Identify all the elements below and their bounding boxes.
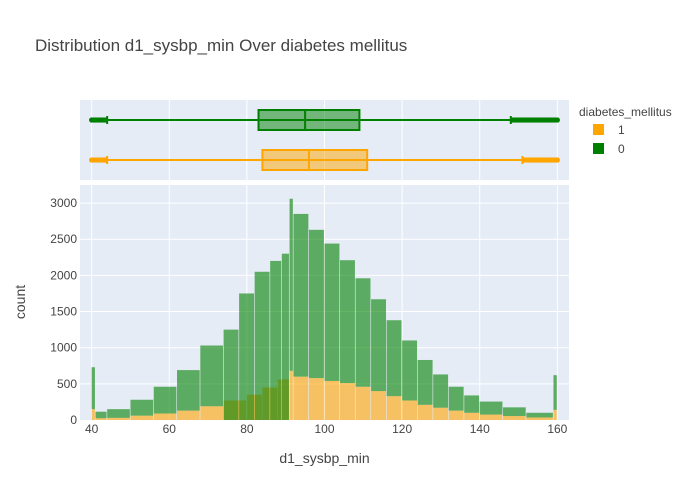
histogram-bars[interactable] [91, 198, 557, 420]
legend-label: 0 [618, 142, 625, 156]
y-axis-ticks: 0 500 1000 1500 2000 2500 3000 [50, 196, 77, 427]
histogram-bar-series-1[interactable] [464, 412, 480, 420]
histogram-bar-series-0[interactable] [308, 229, 324, 379]
histogram-bar-series-0[interactable] [107, 409, 130, 418]
histogram-bar-series-1[interactable] [402, 400, 418, 420]
histogram-bar-series-0[interactable] [464, 395, 480, 413]
histogram-bar-series-0[interactable] [371, 299, 386, 392]
histogram-bar-series-1[interactable] [340, 383, 355, 420]
histogram-bar-series-0[interactable] [177, 370, 200, 411]
histogram-bar-series-1[interactable] [417, 404, 433, 420]
histogram-bar-series-0[interactable] [289, 198, 293, 371]
box-outlier-point [102, 157, 108, 163]
x-tick-label: 80 [240, 422, 254, 436]
histogram-bar-series-1[interactable] [479, 414, 503, 420]
histogram-bar-series-0[interactable] [130, 399, 154, 416]
histogram-bar-series-0[interactable] [340, 260, 355, 384]
histogram-bar-series-0[interactable] [91, 367, 95, 410]
histogram-bar-series-0[interactable] [254, 271, 270, 420]
y-tick-label: 2000 [50, 268, 77, 282]
box-trace-1[interactable] [89, 149, 560, 171]
histogram-bar-series-1[interactable] [130, 415, 154, 420]
y-tick-label: 1500 [50, 305, 77, 319]
box-outlier-point [102, 117, 108, 123]
x-tick-label: 140 [470, 422, 490, 436]
histogram-bar-series-1[interactable] [91, 409, 95, 420]
histogram-bar-series-0[interactable] [433, 374, 449, 408]
histogram-bar-series-1[interactable] [95, 418, 107, 420]
histogram-bar-series-1[interactable] [324, 380, 340, 420]
legend-label: 1 [618, 123, 625, 137]
y-tick-label: 1000 [50, 341, 77, 355]
histogram-bar-series-1[interactable] [200, 406, 223, 420]
histogram-bar-series-0[interactable] [223, 329, 239, 420]
box-trace-0[interactable] [89, 109, 560, 131]
x-axis-title: d1_sysbp_min [279, 450, 369, 466]
histogram-bar-series-1[interactable] [289, 370, 293, 420]
histogram-bar-series-0[interactable] [281, 253, 289, 420]
legend-swatch [593, 143, 604, 154]
histogram-bar-series-1[interactable] [526, 417, 553, 420]
histogram-bar-series-0[interactable] [153, 386, 177, 414]
box-traces[interactable] [89, 109, 560, 171]
y-tick-label: 500 [57, 377, 77, 391]
histogram-bar-series-1[interactable] [177, 410, 200, 420]
box-iqr [261, 149, 369, 171]
histogram-bar-series-0[interactable] [553, 375, 557, 410]
histogram-bar-series-0[interactable] [200, 345, 223, 407]
histogram-bar-series-0[interactable] [402, 340, 418, 401]
legend-items[interactable]: 10 [593, 123, 625, 156]
x-tick-label: 100 [314, 422, 334, 436]
box-outlier-point [554, 157, 560, 163]
x-tick-label: 160 [547, 422, 567, 436]
histogram-bar-series-1[interactable] [503, 416, 526, 420]
x-tick-label: 120 [392, 422, 412, 436]
y-tick-label: 2500 [50, 232, 77, 246]
box-panel [80, 100, 569, 180]
histogram-bar-series-1[interactable] [433, 407, 449, 420]
histogram-bar-series-1[interactable] [371, 391, 386, 420]
histogram-bar-series-1[interactable] [553, 409, 557, 420]
histogram-bar-series-0[interactable] [479, 401, 503, 415]
histogram-bar-series-0[interactable] [270, 260, 282, 420]
histogram-bar-series-0[interactable] [386, 320, 402, 397]
box-iqr [257, 109, 361, 131]
histogram-bar-series-1[interactable] [386, 396, 402, 420]
histogram-bar-series-0[interactable] [448, 386, 464, 411]
histogram-bar-series-1[interactable] [153, 413, 177, 420]
histogram-bar-series-0[interactable] [293, 213, 309, 377]
legend[interactable]: diabetes_mellitus 10 [579, 105, 672, 156]
legend-item-1[interactable]: 1 [593, 123, 625, 137]
legend-swatch [593, 124, 604, 135]
legend-title: diabetes_mellitus [579, 105, 672, 119]
histogram-bar-series-1[interactable] [448, 410, 464, 420]
histogram-bar-series-1[interactable] [293, 376, 309, 420]
x-tick-label: 40 [85, 422, 99, 436]
histogram-bar-series-0[interactable] [417, 359, 433, 405]
histogram-bar-series-0[interactable] [355, 278, 371, 387]
chart-title: Distribution d1_sysbp_min Over diabetes … [35, 36, 407, 55]
histogram-bar-series-0[interactable] [503, 407, 526, 417]
histogram-bar-series-1[interactable] [107, 417, 130, 420]
legend-item-0[interactable]: 0 [593, 142, 625, 156]
x-axis-ticks: 40 60 80 100 120 140 160 [85, 422, 568, 436]
histogram-bar-series-0[interactable] [239, 293, 255, 420]
y-axis-title: count [12, 285, 28, 319]
histogram-bar-series-0[interactable] [95, 411, 107, 419]
histogram-bar-series-0[interactable] [324, 243, 340, 381]
y-tick-label: 0 [70, 413, 77, 427]
histogram-bar-series-1[interactable] [308, 378, 324, 420]
x-tick-label: 60 [163, 422, 177, 436]
histogram-bar-series-1[interactable] [355, 386, 371, 420]
histogram-bar-series-0[interactable] [526, 412, 553, 418]
box-outlier-point [554, 117, 560, 123]
y-tick-label: 3000 [50, 196, 77, 210]
histogram-panel: 40 60 80 100 120 140 160 0 500 1000 1500 2000 2500 3… [50, 185, 569, 436]
